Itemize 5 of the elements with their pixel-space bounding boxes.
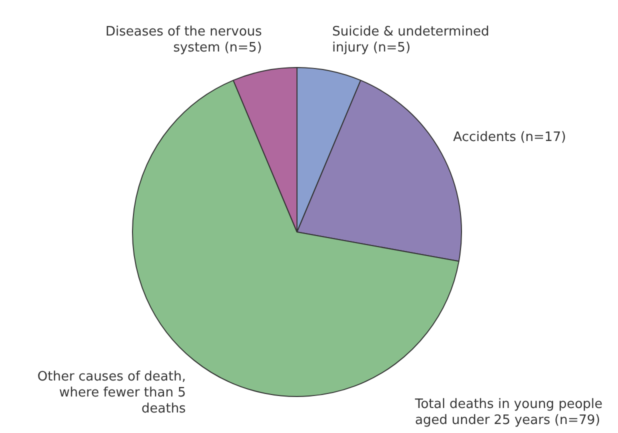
slice-label: Accidents (n=17) [453, 130, 566, 146]
slice-label: Other causes of death, where fewer than 5 deaths [37, 369, 186, 416]
slice-label: Suicide & undetermined injury (n=5) [332, 24, 490, 56]
slice-label: Diseases of the nervous system (n=5) [106, 24, 262, 56]
text: Total deaths in young people aged under 25 years (n=79) [414, 396, 603, 428]
